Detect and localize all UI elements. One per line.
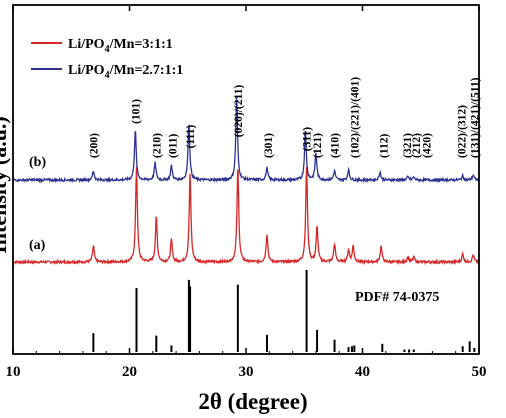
peak-label-5: (020)/(211) (233, 85, 245, 138)
x-tick-label-20: 20 (122, 364, 137, 380)
trace-label-a: (a) (29, 238, 46, 253)
peak-labels: (200) (101) (210) (011) (111) (020)/(211) (301… (88, 77, 481, 158)
peak-label-8: (121) (312, 133, 324, 158)
x-tick-label-40: 40 (355, 364, 370, 380)
legend-label-2-7-1-1: Li/PO4/Mn=2.7:1:1 (68, 63, 183, 81)
reference-card-label: PDF# 74-0375 (355, 290, 439, 305)
trace-line-b (12, 97, 480, 184)
reference-pattern (92, 270, 476, 352)
x-tick-labels: 10 20 30 40 50 (6, 364, 487, 380)
peak-label-10: (102)/(221)/(401) (349, 77, 361, 158)
legend: Li/PO4/Mn=3:1:1 Li/PO4/Mn=2.7:1:1 (31, 37, 183, 81)
trace-line-a (12, 166, 480, 266)
peak-label-14: (420) (422, 133, 434, 158)
trace-label-b: (b) (29, 155, 46, 170)
peak-label-4: (111) (185, 125, 197, 149)
diffraction-traces (12, 97, 480, 266)
peak-label-7: (311) (302, 127, 314, 151)
peak-label-3: (011) (168, 134, 180, 158)
x-ticks (12, 5, 480, 354)
y-axis-label-group: Intensity (a.u.) (0, 116, 11, 254)
peak-label-6: (301) (263, 133, 275, 158)
y-axis-label: Intensity (a.u.) (0, 116, 11, 254)
x-tick-label-10: 10 (6, 364, 21, 380)
peak-label-15: (022)/(312) (457, 105, 469, 158)
peak-label-0: (200) (88, 133, 100, 158)
peak-label-12: (321) (402, 133, 414, 158)
x-tick-label-30: 30 (239, 364, 254, 380)
legend-label-3-1-1: Li/PO4/Mn=3:1:1 (68, 37, 173, 55)
peak-label-11: (112) (379, 134, 391, 158)
peak-label-9: (410) (330, 133, 342, 158)
peak-label-13: (212) (411, 133, 423, 158)
peak-label-2: (210) (151, 133, 163, 158)
x-tick-label-50: 50 (472, 364, 487, 380)
peak-label-1: (101) (130, 99, 142, 124)
x-axis-label: 2θ (degree) (198, 389, 307, 414)
